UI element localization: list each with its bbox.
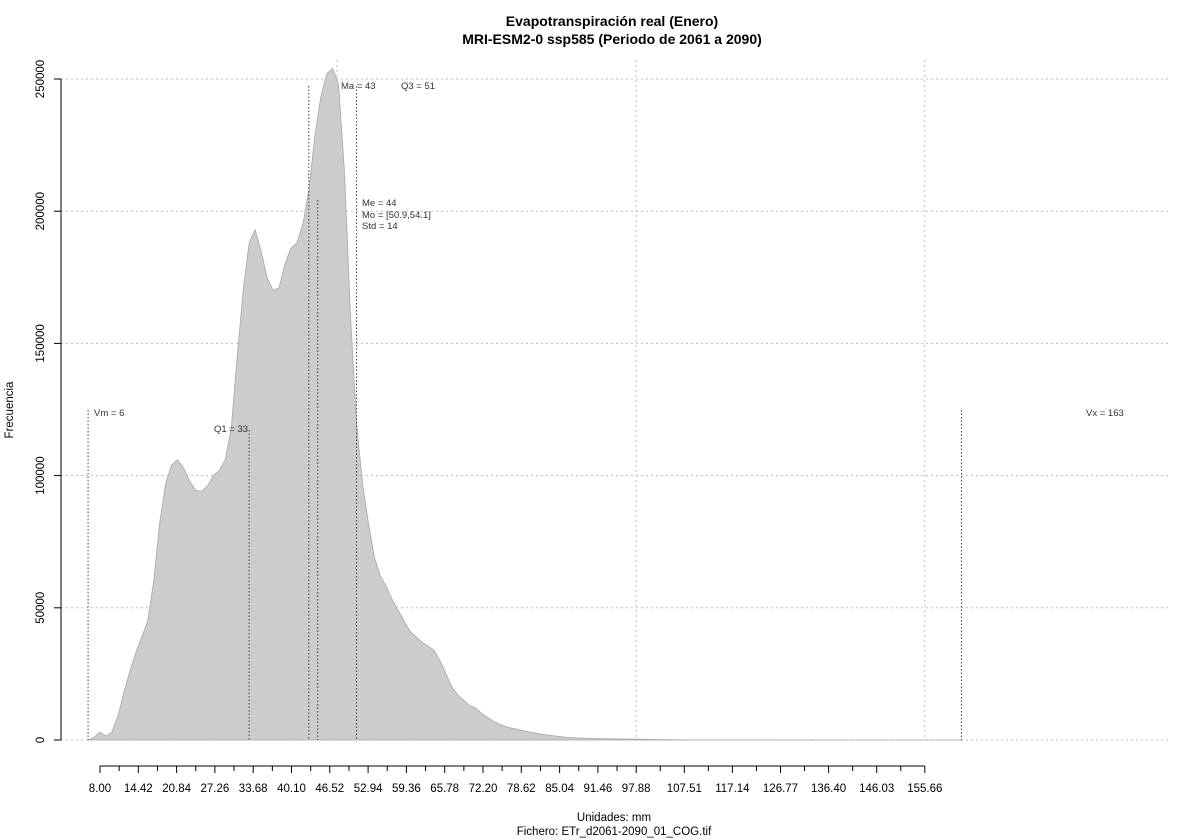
x-tick-label-15: 107.51 (667, 783, 702, 795)
axes: 0 50000 100000 150000 200000 250000 8.00 14.42 2… (35, 60, 942, 795)
x-axis-label: Unidades: mm (577, 812, 651, 824)
x-tick-label-6: 46.52 (315, 783, 344, 795)
y-tick-label-1: 50000 (35, 592, 47, 624)
statistic-annotations: Vm = 6 Q1 = 33 Ma = 43 Me = 44 Q3 = 51 V… (94, 81, 1124, 435)
x-tick-label-20: 155.66 (907, 783, 942, 795)
y-axis-label: Frecuencia (4, 381, 16, 438)
annotation-q3: Q3 = 51 (401, 81, 435, 92)
density-area (87, 67, 962, 741)
annotation-mo: Mo = [50.9,54.1] (362, 210, 431, 221)
chart-labels: Evapotranspiración real (Enero) MRI-ESM2… (4, 13, 762, 838)
x-tick-label-12: 85.04 (545, 783, 574, 795)
annotation-vm: Vm = 6 (94, 408, 124, 419)
annotation-me: Me = 44 (362, 198, 397, 209)
x-tick-label-19: 146.03 (859, 783, 894, 795)
annotation-std: Std = 14 (362, 221, 398, 232)
x-tick-label-3: 27.26 (201, 783, 230, 795)
chart-title: Evapotranspiración real (Enero) (506, 13, 718, 29)
y-tick-label-5: 250000 (35, 60, 47, 98)
annotation-q1: Q1 = 33 (214, 424, 248, 435)
density-area-path (87, 67, 962, 741)
chart-subtitle: MRI-ESM2-0 ssp585 (Periodo de 2061 a 209… (462, 31, 762, 47)
y-tick-label-4: 200000 (35, 192, 47, 230)
x-tick-label-5: 40.10 (277, 783, 306, 795)
y-tick-label-3: 150000 (35, 324, 47, 362)
x-tick-label-1: 14.42 (124, 783, 153, 795)
x-tick-label-8: 59.36 (392, 783, 421, 795)
annotation-vx: Vx = 163 (1086, 408, 1124, 419)
x-tick-label-17: 126.77 (763, 783, 798, 795)
x-tick-label-16: 117.14 (715, 783, 750, 795)
x-tick-label-14: 97.88 (622, 783, 651, 795)
y-tick-label-0: 0 (35, 737, 47, 743)
x-tick-label-18: 136.40 (811, 783, 846, 795)
x-tick-label-7: 52.94 (354, 783, 383, 795)
x-tick-label-2: 20.84 (162, 783, 191, 795)
y-tick-label-2: 100000 (35, 456, 47, 494)
file-caption: Fichero: ETr_d2061-2090_01_COG.tif (517, 826, 712, 838)
statistic-lines (87, 86, 962, 740)
x-tick-label-0: 8.00 (89, 783, 111, 795)
annotation-ma: Ma = 43 (341, 81, 376, 92)
x-tick-label-13: 91.46 (584, 783, 613, 795)
x-tick-label-4: 33.68 (239, 783, 268, 795)
x-tick-label-9: 65.78 (430, 783, 459, 795)
x-tick-label-10: 72.20 (469, 783, 498, 795)
x-tick-label-11: 78.62 (507, 783, 536, 795)
